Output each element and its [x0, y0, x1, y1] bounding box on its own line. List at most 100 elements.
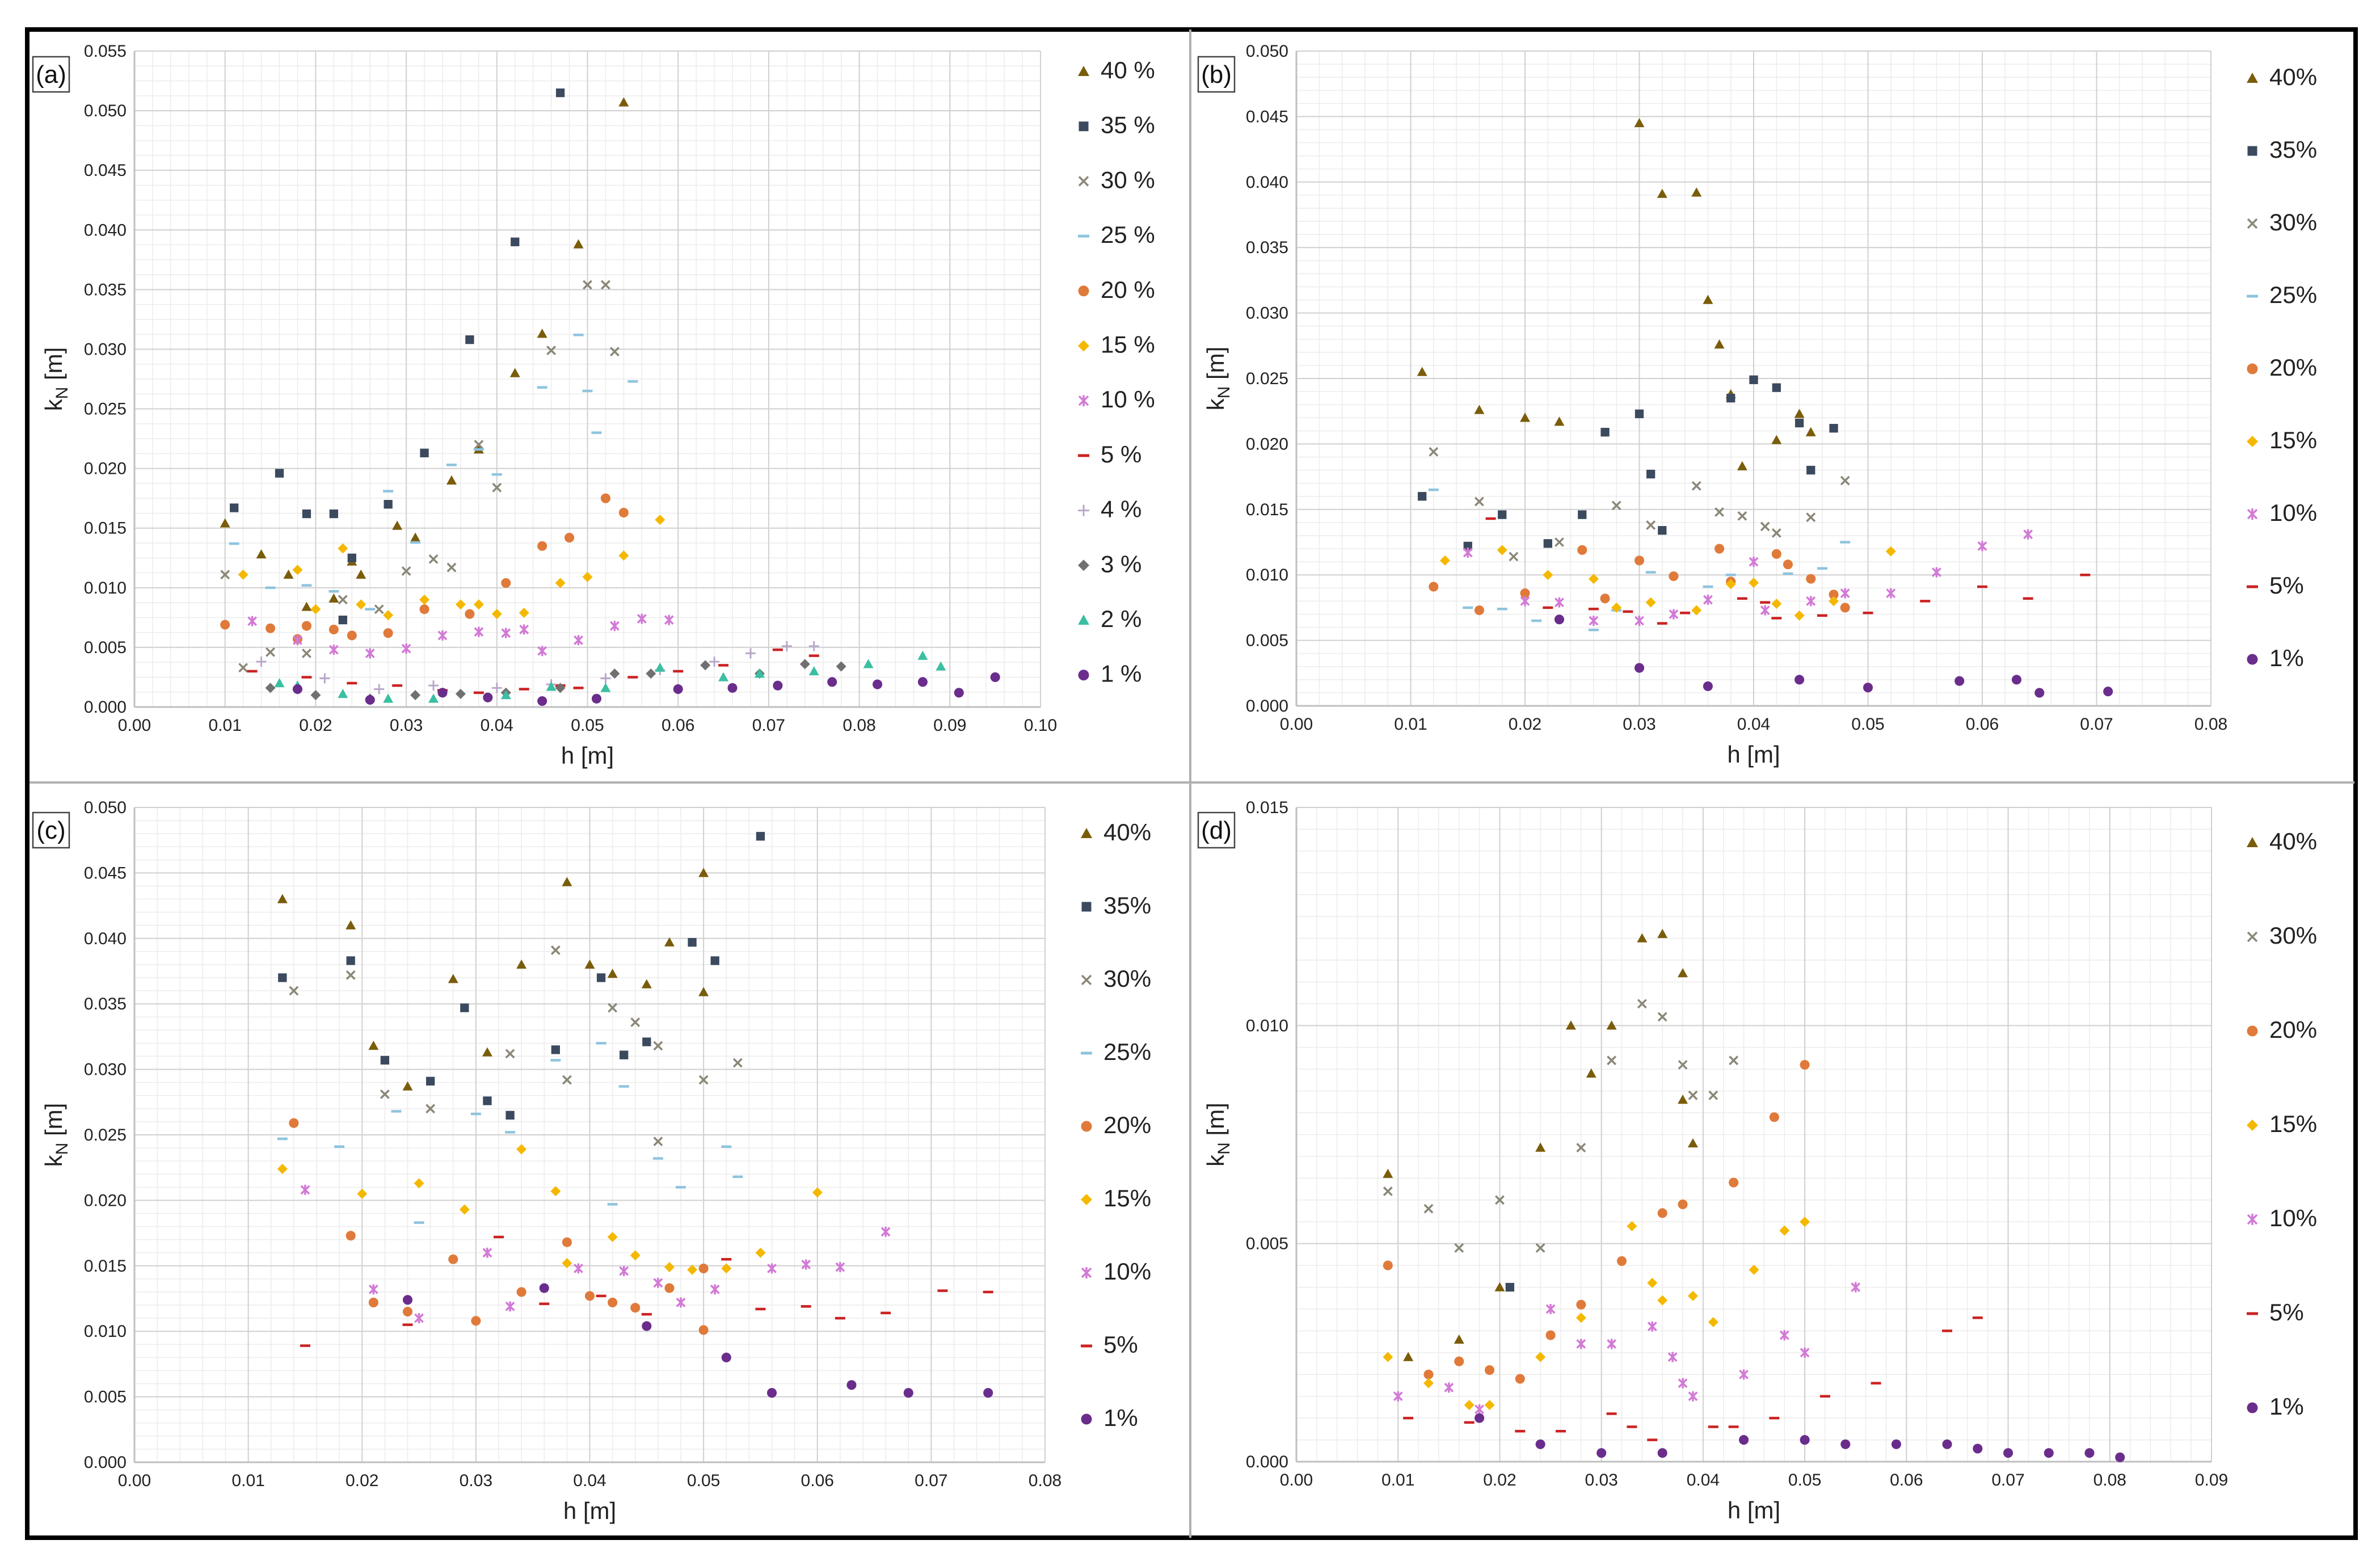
dash-shape	[1783, 572, 1793, 575]
data-point	[1520, 588, 1530, 599]
x-tick-label: 0.04	[573, 1471, 606, 1490]
diamond-shape	[1749, 1264, 1759, 1275]
star-shape	[574, 635, 583, 646]
data-point	[1494, 1282, 1505, 1291]
dash-shape	[2247, 585, 2258, 588]
diamond-shape	[607, 1232, 618, 1243]
data-point	[1657, 1012, 1667, 1022]
data-point	[509, 368, 520, 377]
star-shape	[501, 628, 511, 638]
data-point	[492, 482, 502, 493]
x-shape	[732, 1058, 743, 1068]
dash-shape	[550, 1059, 561, 1062]
data-point	[347, 681, 357, 685]
data-point	[383, 610, 394, 621]
data-point	[1509, 552, 1519, 562]
x-tick-label: 0.02	[1483, 1471, 1516, 1490]
circle-shape	[1840, 1439, 1851, 1449]
x-tick-label: 0.01	[231, 1471, 264, 1490]
data-point	[630, 1303, 641, 1313]
legend-marker-40	[1078, 66, 1089, 76]
x-shape	[289, 986, 299, 996]
data-point	[1637, 999, 1647, 1009]
data-point	[519, 607, 529, 618]
star-shape	[1851, 1282, 1861, 1293]
square-shape	[1829, 424, 1838, 433]
data-point	[1678, 968, 1688, 978]
circle-shape	[608, 1297, 618, 1307]
data-point	[516, 959, 527, 969]
triangle-shape	[1678, 968, 1688, 978]
data-point	[808, 654, 819, 657]
data-point	[1691, 187, 1702, 197]
legend-label-2: 2 %	[1101, 605, 1141, 632]
legend-marker-20	[2247, 363, 2258, 375]
data-point	[1840, 603, 1850, 613]
y-tick-label: 0.045	[84, 864, 127, 882]
x-shape	[1715, 507, 1724, 517]
dash-shape	[1588, 607, 1599, 611]
data-point	[863, 659, 874, 668]
circle-shape	[2044, 1448, 2054, 1458]
triangle-shape	[1078, 66, 1089, 76]
data-point	[1678, 1095, 1688, 1104]
x-shape	[1081, 974, 1092, 986]
data-point	[1800, 1217, 1810, 1227]
diamond-shape	[700, 660, 711, 671]
triangle-shape	[516, 959, 527, 969]
data-point	[1678, 1060, 1688, 1070]
data-point	[448, 974, 458, 983]
data-point	[1439, 555, 1450, 566]
diamond-shape	[812, 1187, 823, 1198]
data-point	[954, 688, 964, 698]
circle-shape	[1600, 594, 1610, 604]
data-point	[808, 666, 819, 676]
square-shape	[1658, 526, 1667, 535]
dash-shape	[881, 1311, 891, 1315]
data-point	[310, 689, 321, 700]
data-point	[1863, 611, 1873, 615]
x-shape	[609, 347, 620, 357]
dash-shape	[1627, 1425, 1637, 1428]
data-point	[641, 979, 652, 988]
data-point	[1634, 556, 1645, 566]
data-point	[1555, 537, 1564, 547]
triangle-shape	[607, 969, 618, 978]
data-point	[627, 676, 638, 679]
y-tick-label: 0.045	[84, 161, 127, 180]
star-shape	[1688, 1391, 1698, 1402]
triangle-shape	[1687, 1138, 1698, 1148]
dash-shape	[1972, 1316, 1983, 1319]
data-point	[1840, 476, 1850, 486]
data-point	[277, 1164, 288, 1175]
series-10-percent	[300, 1184, 891, 1324]
legend-label-1: 1%	[2269, 1393, 2304, 1420]
triangle-shape	[1081, 828, 1092, 838]
triangle-shape	[1657, 188, 1667, 198]
diamond-shape	[1771, 598, 1782, 609]
circle-shape	[827, 677, 837, 687]
square-shape	[756, 832, 765, 841]
star-shape	[1635, 615, 1644, 626]
data-point	[1554, 615, 1564, 625]
circle-shape	[483, 692, 493, 702]
legend-marker-10	[1081, 1267, 1092, 1278]
legend-label-15: 15%	[2269, 427, 2317, 453]
legend-marker-5	[2247, 1312, 2258, 1315]
diamond-shape	[1497, 545, 1507, 556]
diamond-shape	[1749, 578, 1759, 588]
data-point	[1729, 1177, 1739, 1188]
circle-shape	[903, 1388, 913, 1398]
dash-shape	[1515, 1429, 1526, 1433]
x-tick-label: 0.06	[1966, 715, 1999, 734]
data-point	[1769, 1416, 1780, 1420]
square-shape	[460, 1003, 469, 1012]
diamond-shape	[1779, 1225, 1790, 1236]
star-shape	[1749, 557, 1759, 567]
chart-panel-1: 0.00 0.01 0.02 0.03 0.04 0.05 0.06 0.07 0.08 0.00…	[1197, 42, 2317, 768]
y-tick-label: 0.005	[1246, 1235, 1288, 1253]
diamond-shape	[1885, 546, 1896, 557]
series-25-percent	[277, 1042, 743, 1224]
data-point	[1647, 1321, 1657, 1332]
data-point	[328, 593, 339, 603]
